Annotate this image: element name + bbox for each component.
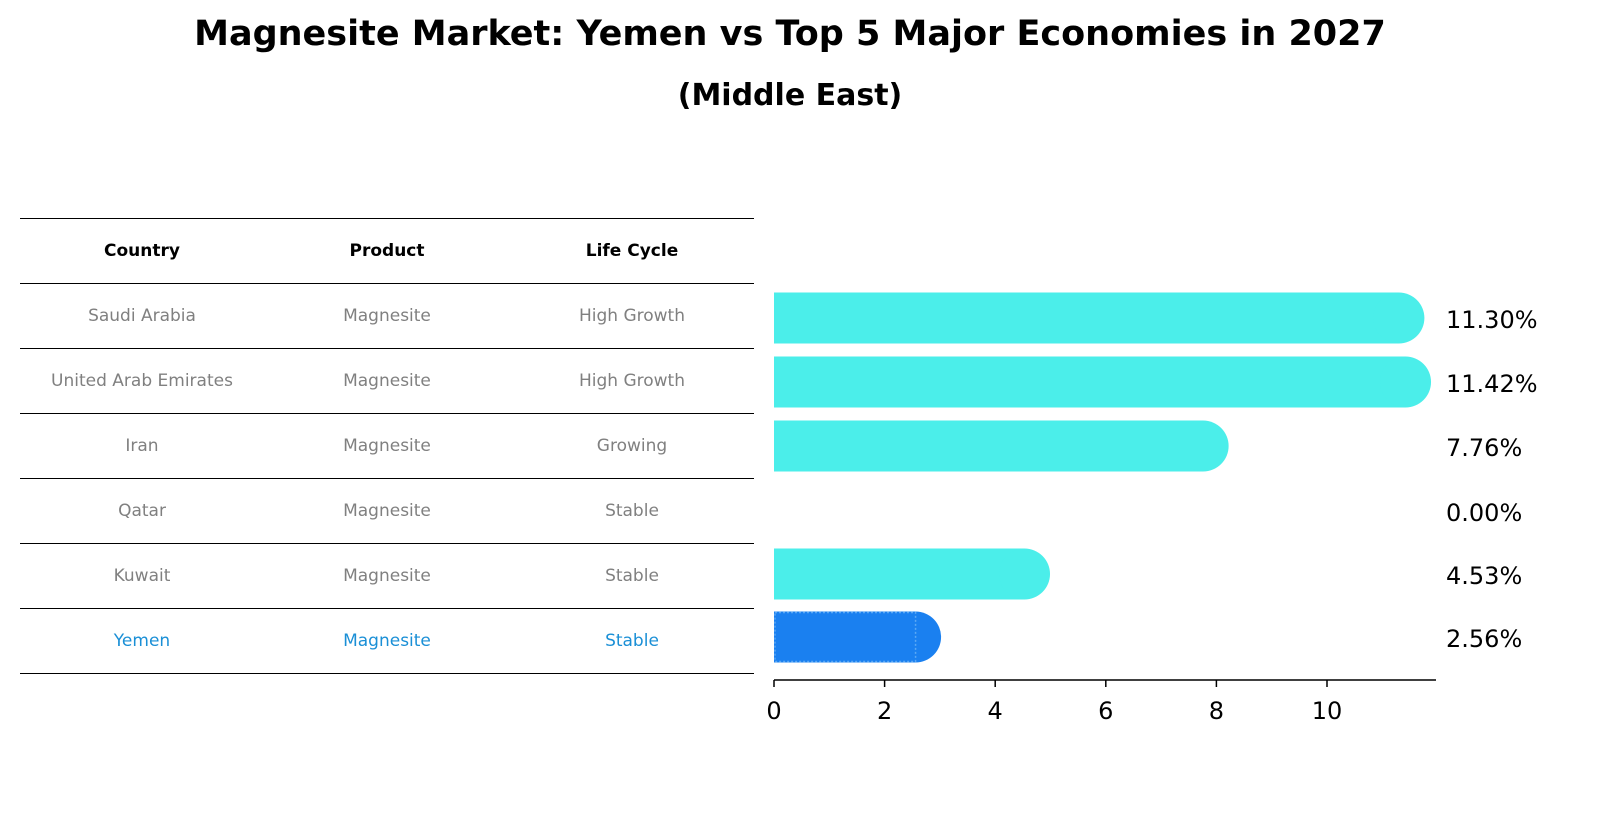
- bar-cap-kuwait: [999, 548, 1051, 600]
- chart-subtitle: (Middle East): [677, 78, 903, 113]
- bar-united-arab-emirates: [774, 356, 1406, 408]
- table-row-highlight: Yemen Magnesite Stable: [20, 608, 754, 674]
- bar-cap-iran: [1177, 420, 1229, 472]
- chart-title: Magnesite Market: Yemen vs Top 5 Major E…: [194, 14, 1386, 54]
- cell-country: Qatar: [20, 478, 264, 544]
- cell-country: Saudi Arabia: [20, 283, 264, 349]
- header-country: Country: [20, 218, 264, 284]
- value-label: 11.30%: [1446, 306, 1538, 334]
- cell-life-cycle: High Growth: [510, 348, 754, 414]
- cell-country: Iran: [20, 413, 264, 479]
- cell-product: Magnesite: [264, 348, 510, 414]
- table-row: United Arab Emirates Magnesite High Grow…: [20, 348, 754, 414]
- cell-country: United Arab Emirates: [20, 348, 264, 414]
- value-label: 11.42%: [1446, 370, 1538, 398]
- bar-kuwait: [774, 548, 1025, 600]
- bar-iran: [774, 420, 1204, 472]
- table-header-row: Country Product Life Cycle: [20, 218, 754, 284]
- x-tick-label: 10: [1312, 697, 1343, 725]
- value-label: 7.76%: [1446, 434, 1522, 462]
- cell-life-cycle: High Growth: [510, 283, 754, 349]
- cell-country: Kuwait: [20, 543, 264, 609]
- value-label: 4.53%: [1446, 562, 1522, 590]
- cell-life-cycle: Stable: [510, 608, 754, 674]
- bar-outline-yemen: [774, 611, 917, 663]
- x-tick-label: 2: [877, 697, 892, 725]
- bar-cap-saudi-arabia: [1373, 292, 1425, 344]
- table-row: Qatar Magnesite Stable: [20, 478, 754, 544]
- table-row: Iran Magnesite Growing: [20, 413, 754, 479]
- cell-country: Yemen: [20, 608, 264, 674]
- header-life-cycle: Life Cycle: [510, 218, 754, 284]
- table-row: Saudi Arabia Magnesite High Growth: [20, 283, 754, 349]
- bar-saudi-arabia: [774, 292, 1399, 344]
- cell-life-cycle: Growing: [510, 413, 754, 479]
- data-table: Country Product Life Cycle Saudi Arabia …: [20, 218, 754, 674]
- cell-product: Magnesite: [264, 283, 510, 349]
- header-product: Product: [264, 218, 510, 284]
- x-tick-label: 4: [988, 697, 1003, 725]
- cell-product: Magnesite: [264, 608, 510, 674]
- x-tick-label: 8: [1209, 697, 1224, 725]
- cell-product: Magnesite: [264, 478, 510, 544]
- table-row: Kuwait Magnesite Stable: [20, 543, 754, 609]
- cell-life-cycle: Stable: [510, 543, 754, 609]
- value-label: 2.56%: [1446, 625, 1522, 653]
- x-tick-label: 6: [1098, 697, 1113, 725]
- x-tick-label: 0: [766, 697, 781, 725]
- cell-life-cycle: Stable: [510, 478, 754, 544]
- value-label: 0.00%: [1446, 499, 1522, 527]
- bar-cap-united-arab-emirates: [1380, 356, 1432, 408]
